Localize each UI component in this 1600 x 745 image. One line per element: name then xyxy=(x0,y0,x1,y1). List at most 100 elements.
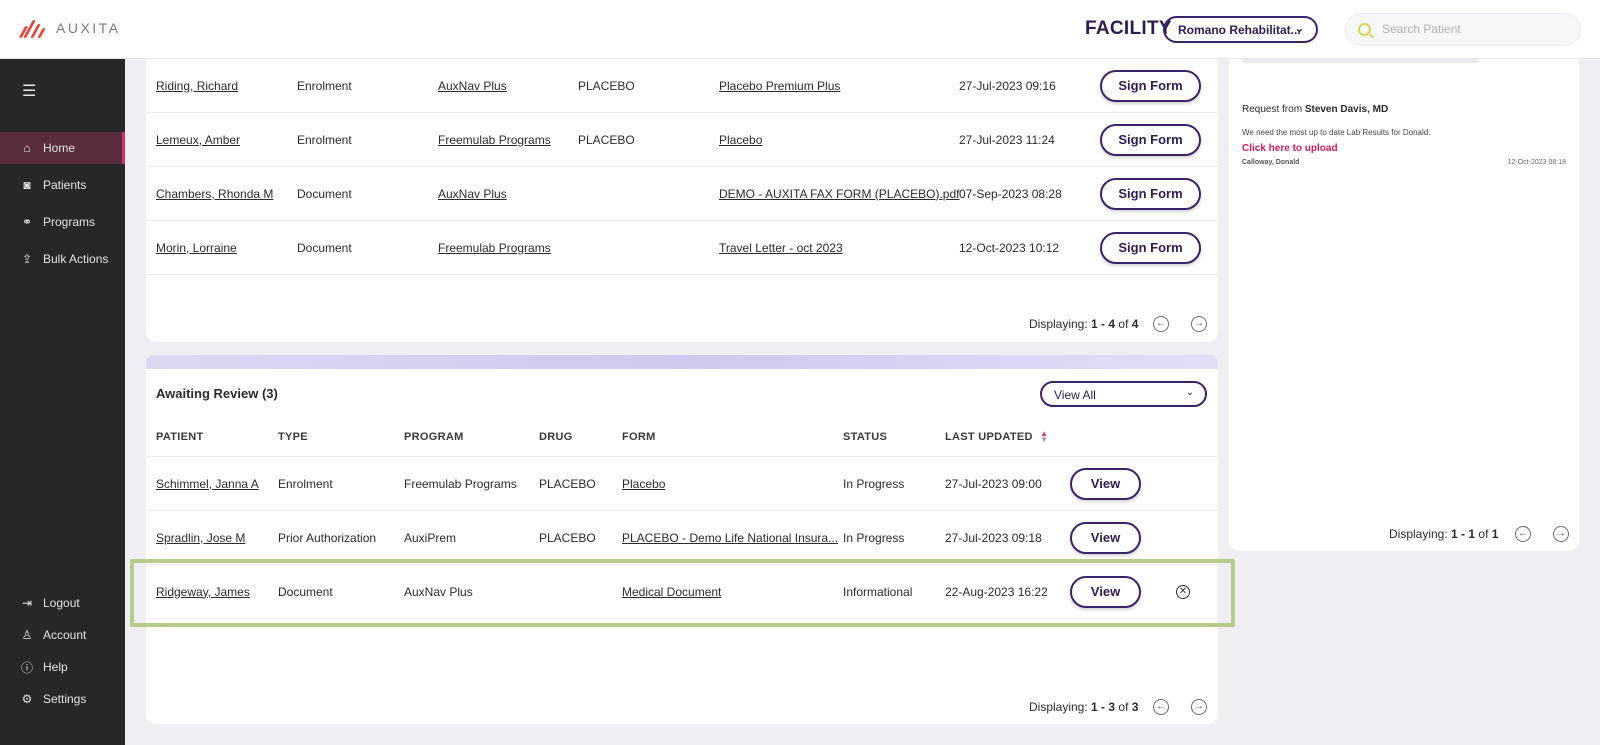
updated-cell: 27-Jul-2023 09:18 xyxy=(945,530,1042,545)
previous-page-icon[interactable]: ← xyxy=(1153,316,1169,332)
next-page-icon[interactable]: → xyxy=(1191,699,1207,715)
user-icon: ♙ xyxy=(21,628,33,642)
sidebar-item-label: Account xyxy=(43,628,87,642)
column-header-type[interactable]: TYPE xyxy=(278,430,308,443)
filter-select[interactable]: View All ⌄ xyxy=(1040,381,1207,407)
panel-divider xyxy=(1242,59,1479,63)
sidebar-item-label: Patients xyxy=(43,178,87,192)
sidebar-item-programs[interactable]: ⚭ Programs xyxy=(0,206,125,238)
previous-page-icon[interactable]: ← xyxy=(1515,526,1531,542)
program-link[interactable]: Freemulab Programs xyxy=(438,132,551,147)
program-cell: Freemulab Programs xyxy=(404,476,517,491)
sidebar-item-help[interactable]: ⓘ Help xyxy=(0,651,125,683)
next-page-icon[interactable]: → xyxy=(1553,526,1569,542)
pagination-text: Displaying: 1 - 1 of 1 xyxy=(1389,527,1498,541)
pagination-text: Displaying: 1 - 4 of 4 xyxy=(1029,317,1138,331)
type-cell: Enrolment xyxy=(297,132,352,147)
search-box[interactable] xyxy=(1345,13,1581,46)
search-input[interactable] xyxy=(1382,22,1572,36)
upload-link[interactable]: Click here to upload xyxy=(1242,143,1338,154)
pager-of: of xyxy=(1118,317,1129,331)
sidebar-item-logout[interactable]: ⇥ Logout xyxy=(0,587,125,619)
form-link[interactable]: Travel Letter - oct 2023 xyxy=(719,240,843,255)
updated-cell: 27-Jul-2023 09:00 xyxy=(945,476,1042,491)
column-header-form[interactable]: FORM xyxy=(622,430,656,443)
patient-link[interactable]: Schimmel, Janna A xyxy=(156,476,259,491)
logo-text: AUXITA xyxy=(56,20,121,36)
column-header-status[interactable]: STATUS xyxy=(843,430,888,443)
form-link[interactable]: DEMO - AUXITA FAX FORM (PLACEBO).pdf xyxy=(719,186,960,201)
form-link[interactable]: Medical Document xyxy=(622,584,722,599)
patient-link[interactable]: Chambers, Rhonda M xyxy=(156,186,274,201)
drug-cell: PLACEBO xyxy=(539,530,596,545)
table-row: Chambers, Rhonda M Document AuxNav Plus … xyxy=(146,167,1218,221)
sidebar-item-label: Help xyxy=(43,660,68,674)
request-message: We need the most up to date Lab Results … xyxy=(1242,128,1431,137)
previous-page-icon[interactable]: ← xyxy=(1153,699,1169,715)
table-header: PATIENT TYPE PROGRAM DRUG FORM STATUS LA… xyxy=(146,417,1218,457)
patient-link[interactable]: Riding, Richard xyxy=(156,78,239,93)
patient-link[interactable]: Lemeux, Amber xyxy=(156,132,241,147)
form-link[interactable]: Placebo Premium Plus xyxy=(719,78,841,93)
pending-signature-card: Riding, Richard Enrolment AuxNav Plus PL… xyxy=(146,59,1218,342)
search-icon xyxy=(1358,23,1371,36)
view-button[interactable]: View xyxy=(1070,575,1141,608)
chevron-down-icon: ⌄ xyxy=(1294,23,1304,35)
sign-form-button[interactable]: Sign Form xyxy=(1100,177,1201,210)
drug-cell: PLACEBO xyxy=(539,476,596,491)
pagination-text: Displaying: 1 - 3 of 3 xyxy=(1029,700,1138,714)
type-cell: Document xyxy=(297,240,352,255)
status-cell: Informational xyxy=(843,584,913,599)
sidebar-item-account[interactable]: ♙ Account xyxy=(0,619,125,651)
type-cell: Enrolment xyxy=(278,476,333,491)
sort-icon[interactable]: ▲ ▼ xyxy=(1040,428,1049,444)
logo[interactable]: AUXITA xyxy=(18,16,121,40)
sidebar-item-label: Settings xyxy=(43,692,87,706)
facility-label: FACILITY xyxy=(1085,18,1172,39)
patient-link[interactable]: Ridgeway, James xyxy=(156,584,250,599)
column-header-patient[interactable]: PATIENT xyxy=(156,430,204,443)
sign-form-button[interactable]: Sign Form xyxy=(1100,69,1201,102)
section-title: Awaiting Review (3) xyxy=(156,386,278,401)
form-link[interactable]: Placebo xyxy=(622,476,666,491)
pager-of: of xyxy=(1118,700,1129,714)
request-from-name: Steven Davis, MD xyxy=(1304,104,1389,115)
table-row: Morin, Lorraine Document Freemulab Progr… xyxy=(146,221,1218,275)
view-button[interactable]: View xyxy=(1070,467,1141,500)
pager-prefix: Displaying: xyxy=(1029,700,1088,714)
patient-link[interactable]: Spradlin, Jose M xyxy=(156,530,246,545)
top-bar: AUXITA FACILITY Romano Rehabilitat... ⌄ xyxy=(0,0,1600,59)
pager-prefix: Displaying: xyxy=(1029,317,1088,331)
patient-link[interactable]: Morin, Lorraine xyxy=(156,240,237,255)
form-link[interactable]: PLACEBO - Demo Life National Insura... xyxy=(622,530,839,545)
program-link[interactable]: Freemulab Programs xyxy=(438,240,551,255)
view-button[interactable]: View xyxy=(1070,521,1141,554)
request-patient: Calloway, Donald xyxy=(1242,159,1300,166)
dismiss-icon[interactable]: ✕ xyxy=(1176,584,1190,599)
program-link[interactable]: AuxNav Plus xyxy=(438,78,507,93)
upload-icon: ⇪ xyxy=(21,252,33,266)
sign-form-button[interactable]: Sign Form xyxy=(1100,231,1201,264)
status-cell: In Progress xyxy=(843,476,905,491)
table-row: Schimmel, Janna A Enrolment Freemulab Pr… xyxy=(146,457,1218,511)
updated-cell: 12-Oct-2023 10:12 xyxy=(959,240,1060,255)
next-page-icon[interactable]: → xyxy=(1191,316,1207,332)
sign-form-button[interactable]: Sign Form xyxy=(1100,123,1201,156)
column-header-last-updated[interactable]: LAST UPDATED ▲ ▼ xyxy=(945,428,1049,444)
help-icon: ⓘ xyxy=(20,660,33,675)
column-header-drug[interactable]: DRUG xyxy=(539,430,573,443)
collapse-menu-icon[interactable]: ☰ xyxy=(22,83,37,100)
sidebar-item-settings[interactable]: ⚙ Settings xyxy=(0,683,125,715)
column-header-program[interactable]: PROGRAM xyxy=(404,430,464,443)
program-link[interactable]: AuxNav Plus xyxy=(438,186,507,201)
programs-icon: ⚭ xyxy=(21,215,33,229)
sidebar-item-home[interactable]: ⌂ Home xyxy=(0,132,125,164)
sidebar-item-label: Programs xyxy=(43,215,96,229)
facility-select[interactable]: Romano Rehabilitat... ⌄ xyxy=(1163,16,1318,43)
sidebar-item-label: Bulk Actions xyxy=(43,252,109,266)
form-link[interactable]: Placebo xyxy=(719,132,763,147)
pager-total: 3 xyxy=(1131,700,1139,714)
sidebar-item-bulk-actions[interactable]: ⇪ Bulk Actions xyxy=(0,243,125,275)
sidebar-item-patients[interactable]: ◙ Patients xyxy=(0,169,125,201)
drug-cell: PLACEBO xyxy=(578,132,635,147)
